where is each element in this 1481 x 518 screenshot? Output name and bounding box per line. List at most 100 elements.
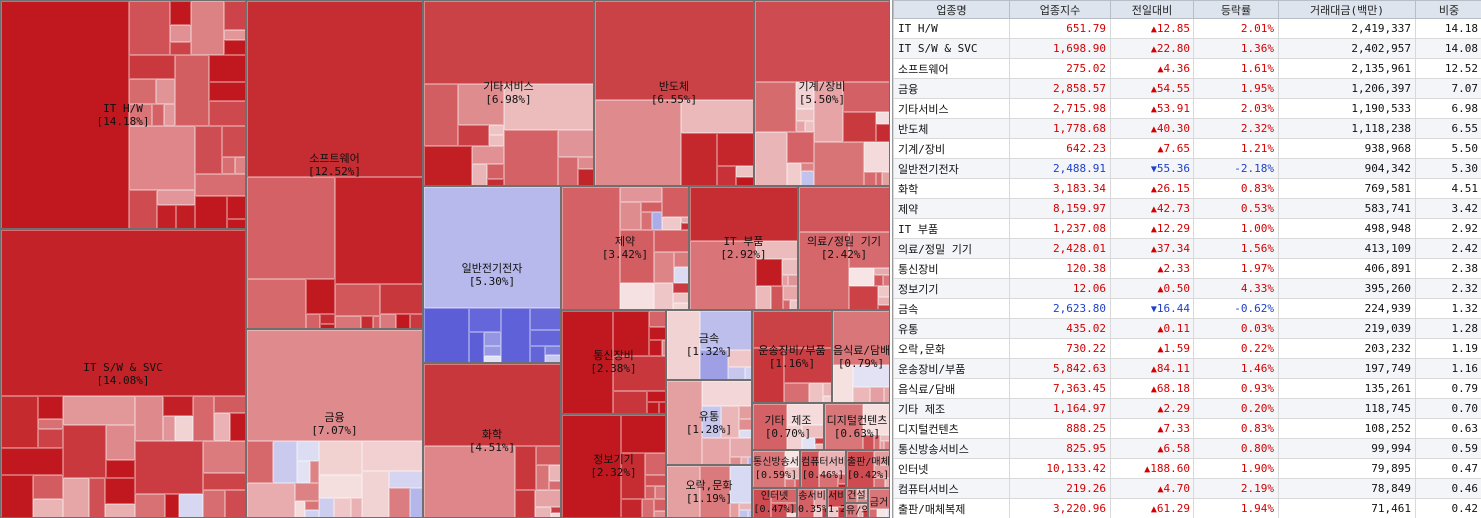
stock-tile[interactable] bbox=[247, 441, 273, 483]
stock-tile[interactable] bbox=[784, 348, 831, 383]
sector-block-software[interactable]: 소프트웨어 [12.52%] bbox=[246, 0, 423, 329]
stock-tile[interactable] bbox=[745, 367, 751, 379]
stock-tile[interactable] bbox=[736, 177, 753, 185]
stock-tile[interactable] bbox=[647, 402, 659, 413]
header-change[interactable]: 전일대비 bbox=[1110, 0, 1194, 19]
stock-tile[interactable] bbox=[798, 489, 814, 517]
header-share[interactable]: 비중 bbox=[1415, 0, 1481, 19]
stock-tile[interactable] bbox=[1, 230, 245, 396]
stock-tile[interactable] bbox=[874, 268, 889, 275]
sector-block-machinery[interactable]: 기계/장비 [5.50%] bbox=[754, 0, 890, 186]
table-row[interactable]: 기타 제조 1,164.97 ▲ 2.29 0.20% 118,745 0.70 bbox=[893, 398, 1481, 419]
sector-block-general-electronics[interactable]: 일반전기전자 [5.30%] bbox=[423, 186, 561, 363]
stock-tile[interactable] bbox=[814, 508, 822, 517]
stock-tile[interactable] bbox=[756, 259, 782, 286]
stock-tile[interactable] bbox=[247, 177, 335, 279]
sector-block-finance[interactable]: 금융 [7.07%] bbox=[246, 329, 423, 518]
stock-tile[interactable] bbox=[787, 163, 801, 185]
stock-tile[interactable] bbox=[545, 355, 560, 362]
stock-tile[interactable] bbox=[247, 279, 306, 328]
stock-tile[interactable] bbox=[310, 461, 319, 483]
stock-tile[interactable] bbox=[306, 314, 320, 328]
sector-block-pharma[interactable]: 제약 [3.42%] bbox=[561, 186, 689, 310]
table-row[interactable]: 유통 435.02 ▲ 0.11 0.03% 219,039 1.28 bbox=[893, 318, 1481, 339]
stock-tile[interactable] bbox=[620, 283, 654, 309]
stock-tile[interactable] bbox=[814, 82, 843, 142]
table-row[interactable]: 기타서비스 2,715.98 ▲ 53.91 2.03% 1,190,533 6.98 bbox=[893, 98, 1481, 119]
stock-tile[interactable] bbox=[224, 30, 245, 40]
stock-tile[interactable] bbox=[305, 510, 319, 517]
stock-tile[interactable] bbox=[558, 130, 593, 157]
stock-tile[interactable] bbox=[106, 460, 135, 478]
table-row[interactable]: 정보기기 12.06 ▲ 0.50 4.33% 395,260 2.32 bbox=[893, 278, 1481, 299]
stock-tile[interactable] bbox=[700, 466, 730, 517]
stock-tile[interactable] bbox=[129, 55, 175, 79]
stock-tile[interactable] bbox=[163, 396, 193, 416]
stock-tile[interactable] bbox=[796, 82, 814, 109]
stock-tile[interactable] bbox=[654, 230, 688, 252]
stock-tile[interactable] bbox=[728, 367, 745, 379]
stock-tile[interactable] bbox=[828, 489, 844, 507]
stock-tile[interactable] bbox=[530, 346, 545, 362]
stock-tile[interactable] bbox=[755, 132, 787, 185]
stock-tile[interactable] bbox=[649, 340, 662, 356]
stock-tile[interactable] bbox=[209, 82, 245, 101]
stock-tile[interactable] bbox=[815, 444, 823, 449]
stock-tile[interactable] bbox=[170, 42, 191, 55]
stock-tile[interactable] bbox=[702, 406, 721, 438]
stock-tile[interactable] bbox=[536, 465, 549, 490]
stock-tile[interactable] bbox=[849, 268, 874, 286]
stock-tile[interactable] bbox=[562, 311, 613, 413]
stock-tile[interactable] bbox=[645, 475, 665, 486]
stock-tile[interactable] bbox=[659, 402, 665, 413]
stock-tile[interactable] bbox=[225, 490, 245, 517]
stock-tile[interactable] bbox=[753, 311, 831, 348]
stock-tile[interactable] bbox=[380, 284, 422, 314]
stock-tile[interactable] bbox=[351, 498, 362, 517]
stock-tile[interactable] bbox=[756, 286, 771, 309]
stock-tile[interactable] bbox=[649, 311, 665, 327]
stock-tile[interactable] bbox=[334, 498, 351, 517]
stock-tile[interactable] bbox=[788, 275, 797, 286]
stock-tile[interactable] bbox=[805, 121, 814, 132]
stock-tile[interactable] bbox=[551, 513, 560, 517]
stock-tile[interactable] bbox=[655, 486, 665, 499]
stock-tile[interactable] bbox=[819, 451, 845, 474]
stock-tile[interactable] bbox=[885, 478, 889, 487]
stock-tile[interactable] bbox=[247, 483, 295, 517]
stock-tile[interactable] bbox=[319, 498, 334, 517]
stock-tile[interactable] bbox=[721, 406, 739, 438]
stock-tile[interactable] bbox=[869, 509, 877, 517]
stock-tile[interactable] bbox=[849, 286, 878, 309]
stock-tile[interactable] bbox=[458, 84, 504, 125]
stock-tile[interactable] bbox=[857, 499, 867, 502]
stock-tile[interactable] bbox=[863, 510, 867, 517]
stock-tile[interactable] bbox=[673, 283, 688, 293]
table-row[interactable]: IT S/W & SVC 1,698.90 ▲ 22.80 1.36% 2,402,957… bbox=[893, 38, 1481, 59]
stock-tile[interactable] bbox=[105, 504, 135, 517]
stock-tile[interactable] bbox=[877, 509, 887, 517]
stock-tile[interactable] bbox=[562, 415, 621, 517]
stock-tile[interactable] bbox=[838, 507, 844, 517]
stock-tile[interactable] bbox=[63, 396, 135, 425]
stock-tile[interactable] bbox=[410, 314, 422, 328]
stock-tile[interactable] bbox=[870, 387, 884, 402]
stock-tile[interactable] bbox=[755, 82, 796, 132]
stock-tile[interactable] bbox=[876, 112, 889, 124]
table-row[interactable]: IT H/W 651.79 ▲ 12.85 2.01% 2,419,337 14.18 bbox=[893, 18, 1481, 39]
sector-block-publishing[interactable]: 출판/매체복[0.42%] bbox=[846, 450, 890, 488]
header-index[interactable]: 업종지수 bbox=[1009, 0, 1111, 19]
sector-block-entertainment[interactable]: 오락,문화 [1.19%] bbox=[666, 465, 752, 518]
stock-tile[interactable] bbox=[410, 488, 422, 517]
stock-tile[interactable] bbox=[853, 387, 870, 402]
stock-tile[interactable] bbox=[297, 461, 310, 483]
sector-block-computer-svc[interactable]: 컴퓨터서비 [0.46%] bbox=[800, 450, 846, 488]
stock-tile[interactable] bbox=[814, 489, 826, 508]
header-volume[interactable]: 거래대금(백만) bbox=[1278, 0, 1416, 19]
stock-tile[interactable] bbox=[858, 510, 863, 517]
stock-tile[interactable] bbox=[613, 391, 647, 413]
stock-tile[interactable] bbox=[295, 483, 319, 501]
stock-tile[interactable] bbox=[1, 396, 38, 448]
stock-tile[interactable] bbox=[730, 503, 739, 517]
stock-tile[interactable] bbox=[662, 340, 665, 356]
